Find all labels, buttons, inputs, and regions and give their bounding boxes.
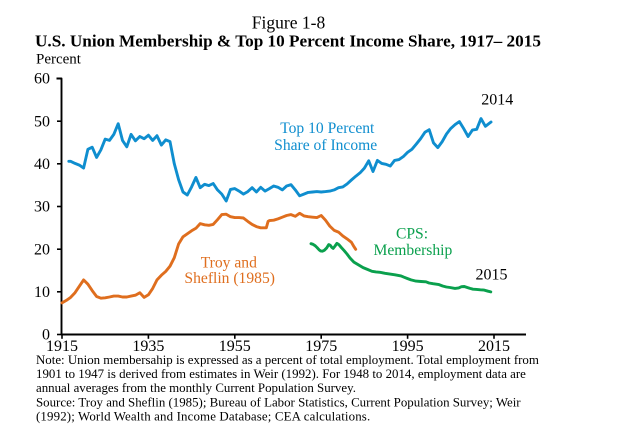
- svg-text:Source: Troy and Sheflin (1985: Source: Troy and Sheflin (1985); Bureau …: [36, 395, 521, 409]
- svg-text:Sheflin (1985): Sheflin (1985): [184, 270, 275, 287]
- svg-text:CPS:: CPS:: [396, 226, 428, 243]
- svg-text:Share of Income: Share of Income: [274, 137, 377, 154]
- svg-text:2015: 2015: [478, 338, 510, 355]
- svg-text:Percent: Percent: [36, 52, 82, 68]
- svg-text:Membership: Membership: [373, 242, 452, 259]
- svg-text:1995: 1995: [392, 338, 424, 355]
- svg-text:20: 20: [34, 241, 50, 258]
- svg-text:Troy and: Troy and: [201, 255, 257, 272]
- svg-text:Note: Union membersahip is exp: Note: Union membersahip is expressed as …: [36, 353, 539, 367]
- svg-text:50: 50: [34, 113, 50, 130]
- svg-text:2015: 2015: [476, 267, 508, 284]
- svg-text:40: 40: [34, 156, 50, 173]
- svg-text:30: 30: [34, 199, 50, 216]
- svg-text:Figure 1-8: Figure 1-8: [252, 12, 326, 32]
- svg-text:(1992); World Wealth and Incom: (1992); World Wealth and Income Database…: [36, 409, 370, 423]
- svg-text:1955: 1955: [219, 338, 251, 355]
- svg-text:1935: 1935: [132, 338, 164, 355]
- svg-text:60: 60: [34, 71, 50, 88]
- svg-text:Top 10 Percent: Top 10 Percent: [280, 120, 375, 137]
- svg-text:1901 to 1947 is derived from e: 1901 to 1947 is derived from estimates i…: [36, 367, 526, 381]
- svg-text:10: 10: [34, 284, 50, 301]
- svg-text:1915: 1915: [46, 338, 78, 355]
- svg-text:annual averages from the month: annual averages from the monthly Current…: [36, 381, 356, 395]
- svg-text:2014: 2014: [481, 91, 513, 108]
- svg-text:U.S. Union Membership & Top 10: U.S. Union Membership & Top 10 Percent I…: [35, 32, 541, 51]
- svg-text:1975: 1975: [305, 338, 337, 355]
- svg-text:0: 0: [42, 327, 50, 344]
